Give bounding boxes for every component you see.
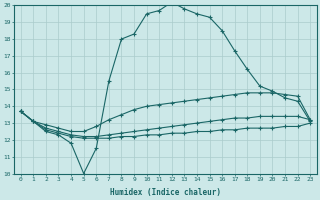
X-axis label: Humidex (Indice chaleur): Humidex (Indice chaleur) xyxy=(110,188,221,197)
